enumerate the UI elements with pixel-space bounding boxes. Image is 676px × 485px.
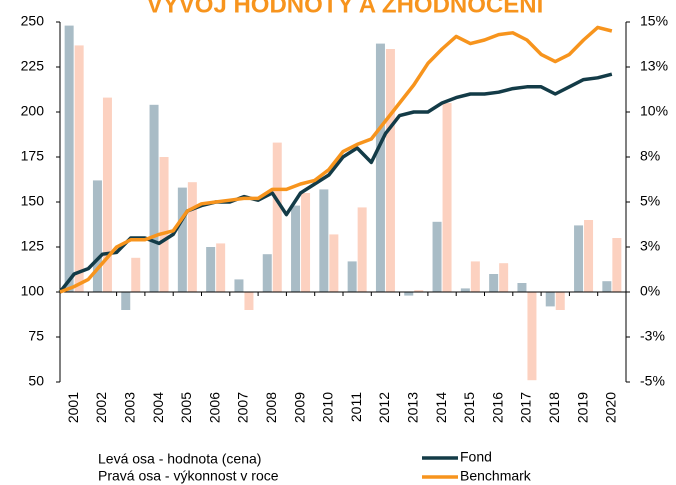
y-tick-label: 100 (21, 283, 45, 299)
bar (301, 193, 311, 292)
bar (612, 238, 622, 292)
bar (64, 25, 74, 292)
x-tick-label: 2019 (574, 392, 590, 423)
x-tick-label: 2005 (178, 392, 194, 423)
bar (517, 283, 527, 292)
bar (177, 187, 187, 292)
chart-title: VÝVOJ HODNOTY A ZHODNOCENÍ (147, 0, 545, 18)
x-tick-label: 2020 (603, 392, 619, 423)
y-tick-label: 50 (28, 373, 44, 389)
bar (385, 49, 395, 292)
annotation: Pravá osa - výkonnost v roce (98, 468, 279, 484)
y-tick-label: 225 (21, 58, 45, 74)
legend-label: Benchmark (460, 468, 532, 484)
x-tick-label: 2011 (348, 392, 364, 422)
line (58, 72, 613, 294)
x-tick-label: 2017 (518, 392, 534, 423)
bar (414, 290, 424, 292)
y2-tick-label: 3% (640, 238, 660, 254)
bar (319, 189, 329, 292)
bar (489, 274, 499, 292)
annotation: Levá osa - hodnota (cena) (98, 451, 261, 467)
bar (442, 103, 452, 292)
bar (187, 182, 197, 292)
bar (499, 263, 509, 292)
x-tick-label: 2015 (461, 392, 477, 423)
y-tick-label: 175 (21, 148, 45, 164)
y-tick-label: 150 (21, 193, 45, 209)
x-tick-label: 2004 (150, 392, 166, 423)
x-tick-label: 2010 (320, 392, 336, 423)
bar (357, 207, 367, 292)
bar (216, 243, 226, 292)
y2-tick-label: -5% (640, 373, 665, 389)
x-tick-label: 2001 (65, 392, 81, 423)
x-tick-label: 2013 (404, 392, 420, 423)
y2-tick-label: 10% (640, 103, 668, 119)
bar (159, 157, 169, 292)
y2-tick-label: 15% (640, 13, 668, 29)
y2-tick-label: -3% (640, 328, 665, 344)
bar (555, 292, 565, 310)
x-tick-label: 2009 (291, 392, 307, 423)
bar (584, 220, 594, 292)
x-tick-label: 2008 (263, 392, 279, 423)
bar (121, 292, 131, 310)
bar (404, 292, 414, 296)
bar (149, 104, 159, 292)
y-tick-label: 75 (28, 328, 44, 344)
bar (527, 292, 537, 381)
y-tick-label: 200 (21, 103, 45, 119)
bar (470, 261, 480, 292)
bar (574, 225, 584, 292)
x-tick-label: 2003 (121, 392, 137, 423)
bar (291, 205, 301, 292)
legend-label: Fond (460, 449, 492, 465)
bar (347, 261, 357, 292)
bar (92, 180, 102, 292)
bar (460, 288, 470, 292)
y-tick-label: 125 (21, 238, 45, 254)
bar (102, 97, 112, 292)
y2-tick-label: 13% (640, 58, 668, 74)
bar (74, 45, 84, 293)
x-tick-label: 2018 (546, 392, 562, 423)
bar (131, 257, 141, 292)
bar (234, 279, 244, 292)
x-tick-label: 2006 (206, 392, 222, 423)
bar (375, 43, 385, 292)
x-tick-label: 2007 (235, 392, 251, 423)
x-tick-label: 2012 (376, 392, 392, 423)
y2-tick-label: 5% (640, 193, 660, 209)
bar (262, 254, 272, 292)
bar (545, 292, 555, 307)
bar (206, 247, 216, 292)
x-tick-label: 2016 (489, 392, 505, 423)
y2-tick-label: 0% (640, 283, 660, 299)
bar (432, 221, 442, 292)
y2-tick-label: 8% (640, 148, 660, 164)
x-tick-label: 2014 (433, 392, 449, 423)
bar (602, 281, 612, 292)
bar (244, 292, 254, 310)
x-tick-label: 2002 (93, 392, 109, 423)
line (59, 25, 613, 294)
bar (329, 234, 339, 292)
y-tick-label: 250 (21, 13, 45, 29)
bar (272, 142, 282, 292)
